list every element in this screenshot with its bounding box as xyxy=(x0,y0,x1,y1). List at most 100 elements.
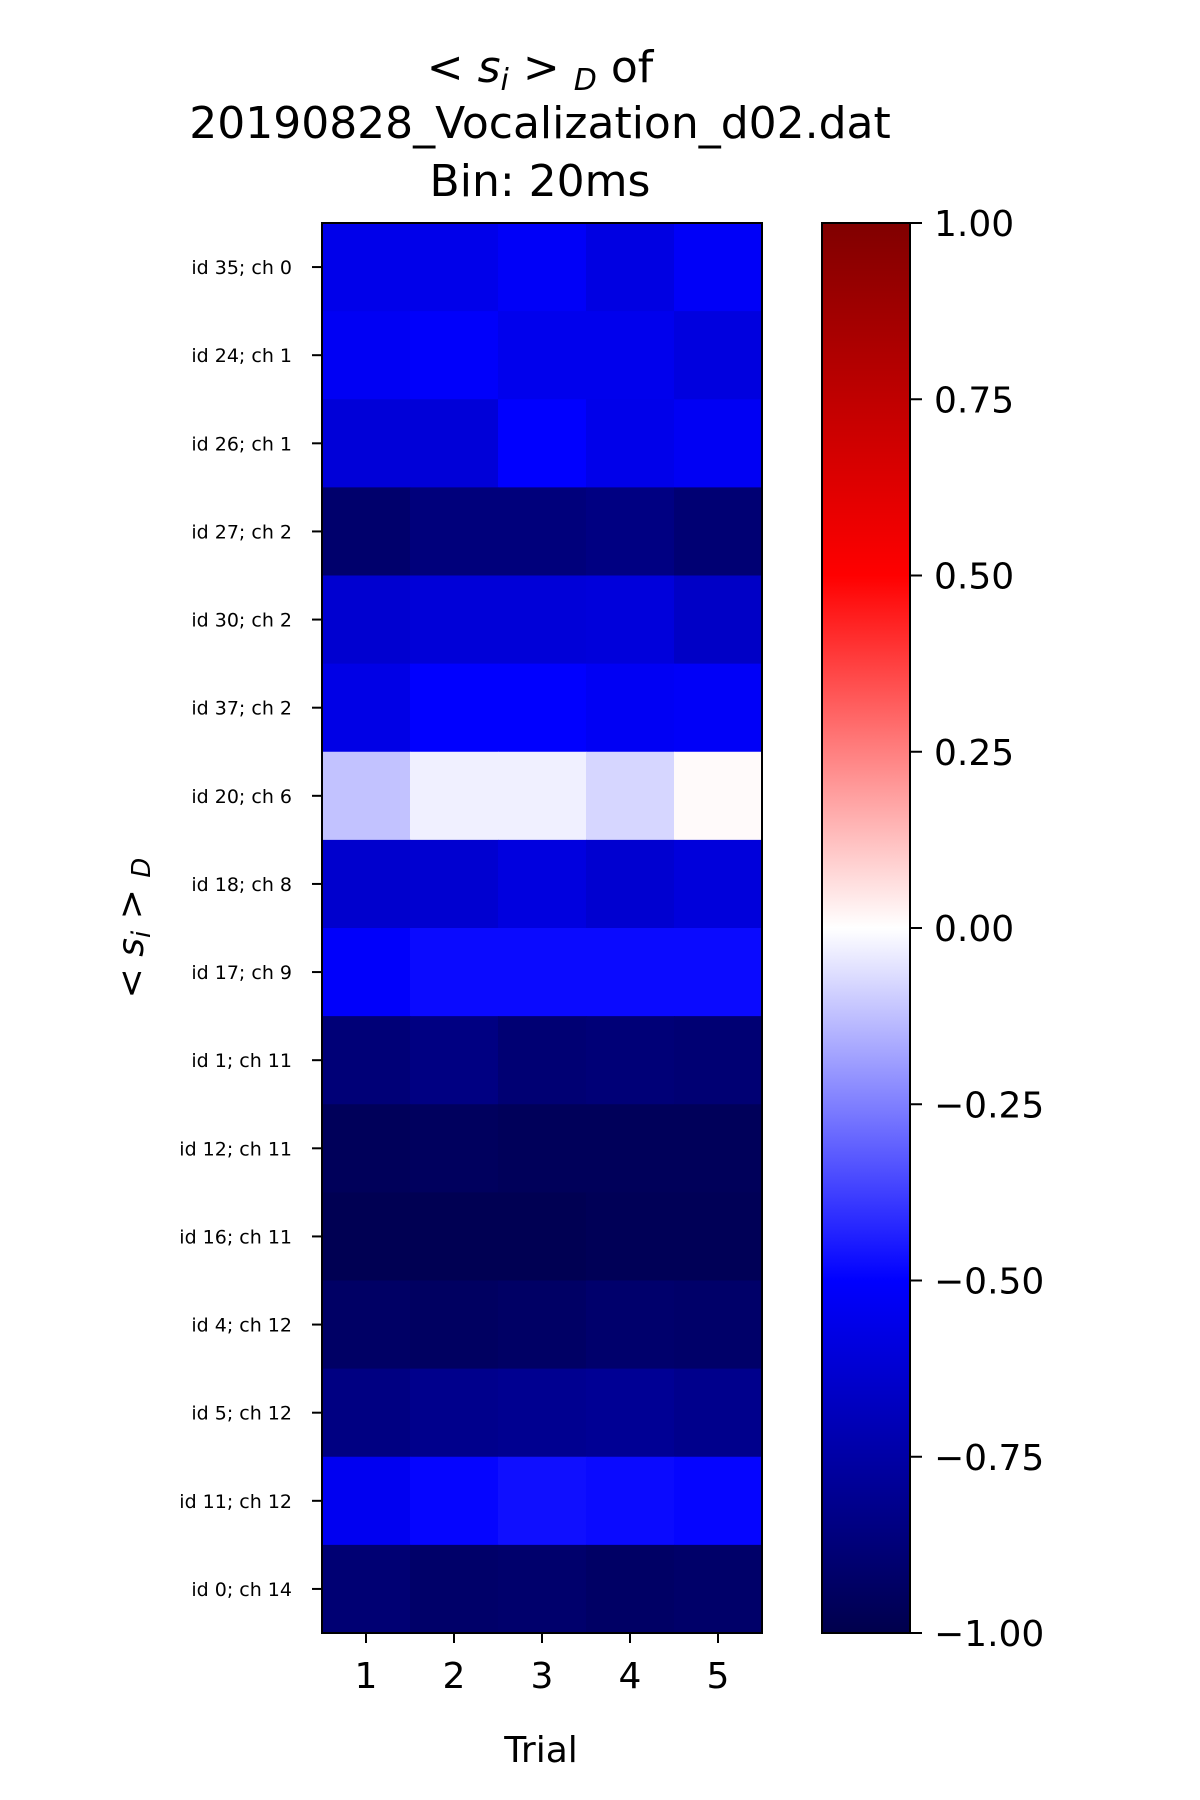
heatmap-cell xyxy=(498,1456,587,1546)
heatmap-cell xyxy=(322,1104,411,1193)
y-tick-label: id 24; ch 1 xyxy=(191,345,292,367)
y-tick-label: id 26; ch 1 xyxy=(191,433,292,455)
heatmap-cell xyxy=(586,311,675,400)
heatmap-cell xyxy=(322,1368,411,1458)
heatmap-cell xyxy=(322,1192,411,1281)
y-tick-label: id 17; ch 9 xyxy=(191,962,292,984)
y-tick-label: id 11; ch 12 xyxy=(179,1491,292,1513)
heatmap-cell xyxy=(498,928,587,1017)
heatmap-cell xyxy=(410,1368,499,1458)
y-tick-label: id 18; ch 8 xyxy=(191,874,292,896)
colorbar-tick-label: 0.25 xyxy=(934,733,1014,774)
y-axis-label: < si > D xyxy=(111,858,157,999)
heatmap-cell xyxy=(674,487,763,576)
heatmap-cell xyxy=(498,1016,587,1105)
heatmap-cell xyxy=(586,1280,675,1370)
heatmap-cell xyxy=(674,1368,763,1458)
heatmap-cell xyxy=(322,839,411,929)
heatmap-cell xyxy=(322,1456,411,1546)
x-tick-label: 1 xyxy=(355,1656,378,1697)
heatmap-cell xyxy=(674,311,763,400)
heatmap-cell xyxy=(410,311,499,400)
colorbar-tick-label: −0.50 xyxy=(934,1262,1044,1303)
y-tick-label: id 30; ch 2 xyxy=(191,610,292,632)
heatmap-cell xyxy=(498,1368,587,1458)
y-tick-label: id 0; ch 14 xyxy=(191,1579,292,1601)
heatmap-cell xyxy=(322,663,411,753)
x-axis-label: Trial xyxy=(503,1730,578,1771)
heatmap-cell xyxy=(586,575,675,665)
heatmap-cell xyxy=(674,1104,763,1193)
heatmap-cell xyxy=(498,1104,587,1193)
heatmap-cell xyxy=(410,751,499,841)
heatmap-cell xyxy=(674,928,763,1017)
heatmap-cell xyxy=(322,751,411,841)
heatmap-cell xyxy=(322,311,411,400)
heatmap-cell xyxy=(410,575,499,665)
colorbar-tick-label: −0.25 xyxy=(934,1085,1044,1126)
heatmap-cell xyxy=(674,575,763,665)
colorbar-tick-label: −0.75 xyxy=(934,1438,1044,1479)
heatmap-cell xyxy=(410,1192,499,1281)
heatmap-cell xyxy=(498,751,587,841)
colorbar-tick-label: 0.50 xyxy=(934,557,1014,598)
y-tick-label: id 16; ch 11 xyxy=(179,1226,292,1248)
y-axis-ticks: id 35; ch 0 id 24; ch 1 id 26; ch 1 id 27; … xyxy=(179,257,322,1601)
y-tick-label: id 37; ch 2 xyxy=(191,698,292,720)
heatmap-cell xyxy=(410,839,499,929)
heatmap-cell xyxy=(586,663,675,753)
heatmap-cell xyxy=(322,223,411,312)
chart-title-line-2: 20190828_Vocalization_d02.dat xyxy=(189,98,891,149)
colorbar xyxy=(821,222,911,1634)
heatmap-cell xyxy=(586,1104,675,1193)
heatmap-cell xyxy=(586,1016,675,1105)
colorbar-ticks: 1.00 0.75 0.50 0.25 0.00 −0.25 −0.50 −0.75 −1.00 xyxy=(910,204,1044,1655)
heatmap-cell xyxy=(322,399,411,488)
heatmap-cell xyxy=(586,1544,675,1634)
heatmap-cell xyxy=(322,1280,411,1370)
heatmap-cell xyxy=(586,1192,675,1281)
heatmap-cell xyxy=(674,399,763,488)
heatmap-cell xyxy=(498,1192,587,1281)
heatmap-cell xyxy=(586,839,675,929)
heatmap-cell xyxy=(410,1016,499,1105)
heatmap-cell xyxy=(322,1544,411,1634)
x-tick-label: 5 xyxy=(707,1656,730,1697)
y-tick-label: id 1; ch 11 xyxy=(191,1050,292,1072)
heatmap-cell xyxy=(586,751,675,841)
heatmap-cell xyxy=(586,1456,675,1546)
x-axis-ticks: 1 2 3 4 5 xyxy=(355,1633,730,1697)
colorbar-tick-label: 0.00 xyxy=(934,909,1014,950)
heatmap-cell xyxy=(674,751,763,841)
heatmap-cell xyxy=(498,575,587,665)
heatmap-cell xyxy=(498,311,587,400)
heatmap-cell xyxy=(498,839,587,929)
heatmap-cell xyxy=(586,928,675,1017)
heatmap-cell xyxy=(410,223,499,312)
heatmap-cell xyxy=(410,1456,499,1546)
heatmap-cell xyxy=(410,1280,499,1370)
y-tick-label: id 27; ch 2 xyxy=(191,521,292,543)
colorbar-tick-label: 0.75 xyxy=(934,380,1014,421)
heatmap-cell xyxy=(410,1104,499,1193)
colorbar-tick-label: 1.00 xyxy=(934,204,1014,245)
x-tick-label: 2 xyxy=(443,1656,466,1697)
heatmap-cell xyxy=(498,1544,587,1634)
heatmap-cell xyxy=(586,223,675,312)
heatmap-cell xyxy=(322,928,411,1017)
heatmap-cell xyxy=(322,575,411,665)
x-tick-label: 4 xyxy=(619,1656,642,1697)
heatmap-cell xyxy=(498,663,587,753)
heatmap-cell xyxy=(498,399,587,488)
heatmap-cell xyxy=(674,663,763,753)
heatmap-cell xyxy=(586,1368,675,1458)
x-tick-label: 3 xyxy=(531,1656,554,1697)
heatmap-cell xyxy=(410,487,499,576)
heatmap-cell xyxy=(674,223,763,312)
heatmap-cell xyxy=(674,1192,763,1281)
chart-title-line-3: Bin: 20ms xyxy=(430,156,651,207)
heatmap-cell xyxy=(674,1456,763,1546)
heatmap-cell xyxy=(586,487,675,576)
heatmap-cell xyxy=(498,487,587,576)
